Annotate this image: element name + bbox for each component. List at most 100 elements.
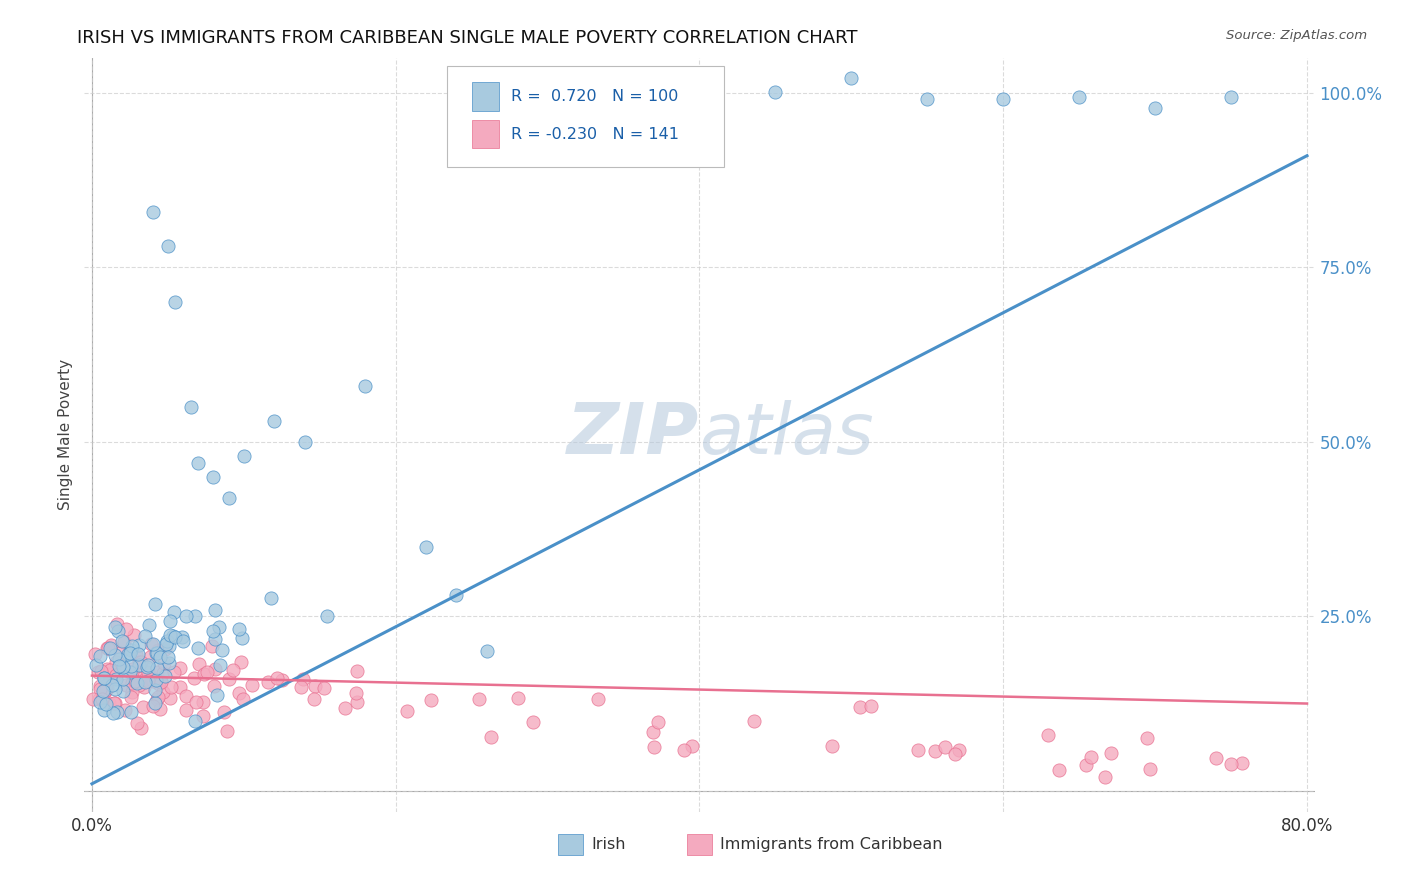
Point bbox=[120, 705, 142, 719]
Point bbox=[94, 684, 117, 698]
Point bbox=[138, 617, 160, 632]
Point bbox=[159, 681, 181, 695]
Point bbox=[146, 690, 169, 704]
Point bbox=[110, 658, 132, 673]
Point bbox=[87, 691, 110, 706]
Point bbox=[146, 692, 169, 706]
Point bbox=[125, 715, 148, 730]
Point bbox=[97, 666, 120, 681]
Point bbox=[1036, 729, 1059, 743]
Point bbox=[134, 672, 156, 686]
Point bbox=[108, 651, 131, 665]
Point bbox=[221, 664, 243, 678]
Point bbox=[647, 714, 669, 729]
FancyBboxPatch shape bbox=[447, 65, 724, 168]
Point bbox=[84, 647, 107, 661]
Point bbox=[228, 685, 250, 699]
Point bbox=[174, 702, 197, 716]
Point bbox=[948, 742, 970, 756]
Text: Irish: Irish bbox=[592, 838, 626, 853]
Point bbox=[211, 643, 233, 657]
Point bbox=[993, 92, 1015, 106]
Point bbox=[93, 685, 115, 699]
Point bbox=[1047, 764, 1070, 778]
Point bbox=[120, 643, 142, 657]
Point bbox=[292, 672, 315, 686]
Point bbox=[112, 660, 135, 674]
Point bbox=[111, 634, 134, 648]
Point bbox=[204, 662, 226, 676]
Point bbox=[139, 673, 162, 687]
Text: Source: ZipAtlas.com: Source: ZipAtlas.com bbox=[1226, 29, 1367, 42]
Point bbox=[124, 673, 146, 688]
Point bbox=[135, 659, 157, 673]
Text: IRISH VS IMMIGRANTS FROM CARIBBEAN SINGLE MALE POVERTY CORRELATION CHART: IRISH VS IMMIGRANTS FROM CARIBBEAN SINGL… bbox=[77, 29, 858, 46]
Point bbox=[522, 715, 544, 730]
Point bbox=[159, 614, 181, 628]
Point bbox=[112, 684, 135, 698]
Point bbox=[142, 698, 165, 713]
Text: atlas: atlas bbox=[700, 401, 875, 469]
Point bbox=[104, 648, 127, 662]
Point bbox=[170, 630, 193, 644]
Point bbox=[586, 692, 609, 706]
Point bbox=[121, 684, 143, 698]
Point bbox=[232, 692, 254, 706]
Point bbox=[120, 690, 142, 704]
Point bbox=[104, 656, 127, 670]
Point bbox=[159, 628, 181, 642]
Point bbox=[155, 637, 177, 651]
Point bbox=[129, 655, 152, 669]
Point bbox=[201, 639, 224, 653]
Point bbox=[180, 400, 202, 414]
Point bbox=[229, 655, 252, 669]
Point bbox=[641, 725, 664, 739]
Point bbox=[127, 676, 149, 690]
Point bbox=[96, 663, 118, 677]
Point bbox=[1074, 758, 1097, 772]
Text: R =  0.720   N = 100: R = 0.720 N = 100 bbox=[512, 89, 679, 104]
Point bbox=[132, 700, 155, 714]
Point bbox=[90, 664, 112, 678]
Point bbox=[346, 664, 368, 678]
Point bbox=[612, 91, 634, 105]
Point bbox=[148, 643, 170, 657]
Point bbox=[395, 704, 418, 718]
Point bbox=[240, 678, 263, 692]
Point bbox=[270, 673, 292, 687]
Point bbox=[90, 692, 112, 706]
Point bbox=[169, 660, 191, 674]
Point bbox=[128, 658, 150, 673]
Point bbox=[121, 662, 143, 676]
Point bbox=[121, 640, 143, 654]
Point bbox=[172, 633, 194, 648]
Point bbox=[142, 637, 165, 651]
Point bbox=[93, 703, 115, 717]
Point bbox=[302, 692, 325, 706]
Point bbox=[136, 665, 159, 679]
Point bbox=[86, 658, 108, 673]
FancyBboxPatch shape bbox=[472, 82, 499, 111]
Point bbox=[100, 638, 122, 652]
Point bbox=[184, 695, 207, 709]
Point bbox=[907, 743, 929, 757]
Point bbox=[204, 603, 226, 617]
Point bbox=[765, 85, 787, 99]
Point bbox=[183, 671, 205, 685]
Point bbox=[643, 739, 665, 754]
Point bbox=[146, 665, 169, 680]
Point bbox=[163, 605, 186, 619]
Point bbox=[98, 696, 121, 710]
Point bbox=[536, 70, 558, 85]
Point bbox=[312, 681, 335, 695]
Point bbox=[475, 644, 498, 658]
Point bbox=[120, 659, 142, 673]
Point bbox=[159, 690, 181, 705]
Point bbox=[149, 650, 172, 665]
Point bbox=[94, 683, 117, 698]
Point bbox=[138, 674, 160, 689]
Point bbox=[108, 660, 131, 674]
FancyBboxPatch shape bbox=[688, 834, 711, 855]
Point bbox=[184, 608, 207, 623]
Point bbox=[139, 650, 162, 665]
